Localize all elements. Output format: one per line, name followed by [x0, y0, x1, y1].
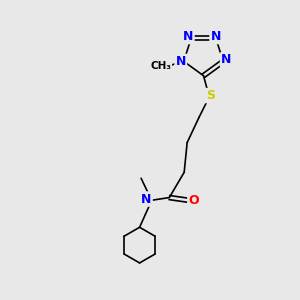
Text: O: O: [188, 194, 199, 207]
Text: S: S: [206, 89, 215, 102]
Text: N: N: [176, 55, 186, 68]
Text: N: N: [211, 30, 221, 43]
Text: N: N: [183, 30, 194, 43]
Text: N: N: [221, 53, 231, 66]
Text: N: N: [141, 193, 152, 206]
Text: CH₃: CH₃: [150, 61, 171, 71]
